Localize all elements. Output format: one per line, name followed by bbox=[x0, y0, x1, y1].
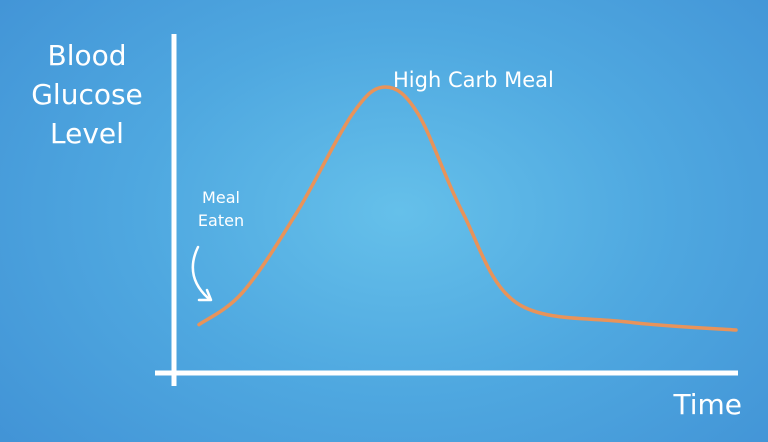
x-axis-label: Time bbox=[673, 388, 742, 421]
annotation-line: Eaten bbox=[197, 211, 245, 230]
y-axis-label-line: Glucose bbox=[31, 78, 143, 111]
meal-eaten-arrow bbox=[191, 245, 210, 300]
meal-eaten-arrowhead bbox=[197, 288, 213, 302]
y-axis-label-line: Blood bbox=[47, 39, 127, 72]
meal-eaten-annotation: Meal Eaten bbox=[190, 186, 252, 232]
series-line-high-carb-meal bbox=[197, 85, 738, 332]
y-axis-label-line: Level bbox=[50, 117, 124, 150]
annotation-line: Meal bbox=[202, 188, 240, 207]
series-label-high-carb-meal: High Carb Meal bbox=[393, 68, 554, 92]
y-axis-label: Blood Glucose Level bbox=[22, 36, 152, 153]
